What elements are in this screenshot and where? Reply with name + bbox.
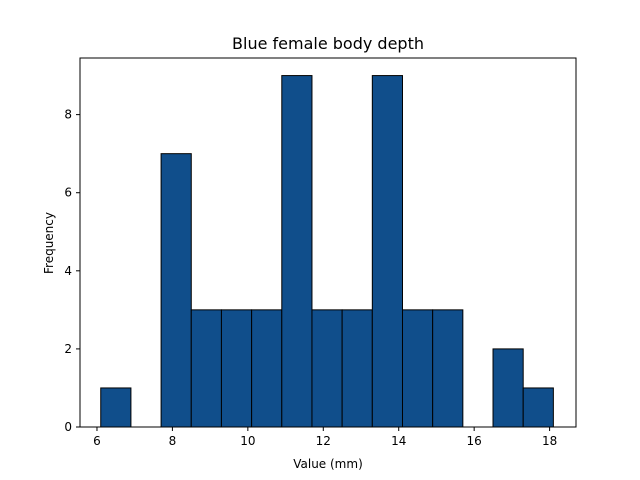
histogram-bar <box>251 309 283 428</box>
histogram-bar <box>371 75 403 428</box>
x-tick-label: 16 <box>467 434 482 448</box>
y-tick-label: 4 <box>64 264 72 278</box>
histogram-bar <box>522 387 554 428</box>
y-axis-label: Frequency <box>42 212 56 274</box>
histogram-bar <box>432 309 464 428</box>
histogram-bar <box>311 309 343 428</box>
x-tick-label: 8 <box>169 434 177 448</box>
histogram-bar <box>160 153 192 428</box>
x-tick-label: 6 <box>93 434 101 448</box>
x-axis-label: Value (mm) <box>293 457 363 471</box>
histogram-bar <box>341 309 373 428</box>
histogram-bar <box>100 387 132 428</box>
x-tick-label: 18 <box>542 434 557 448</box>
y-ticks: 0 2 4 6 8 <box>64 108 80 434</box>
y-tick-label: 8 <box>64 108 72 122</box>
x-tick-label: 12 <box>316 434 331 448</box>
histogram-bar <box>281 75 313 428</box>
chart-title: Blue female body depth <box>232 34 424 53</box>
bars-layer <box>100 75 554 428</box>
histogram-bar <box>401 309 434 428</box>
y-tick-label: 6 <box>64 186 72 200</box>
histogram-bar <box>492 348 524 428</box>
y-tick-label: 2 <box>64 342 72 356</box>
x-ticks: 6 8 10 12 14 16 18 <box>93 427 557 448</box>
y-tick-label: 0 <box>64 420 72 434</box>
histogram-bar <box>220 309 253 428</box>
x-tick-label: 14 <box>391 434 406 448</box>
plot-frame <box>79 57 577 428</box>
x-tick-label: 10 <box>240 434 255 448</box>
histogram-bar <box>190 309 222 428</box>
